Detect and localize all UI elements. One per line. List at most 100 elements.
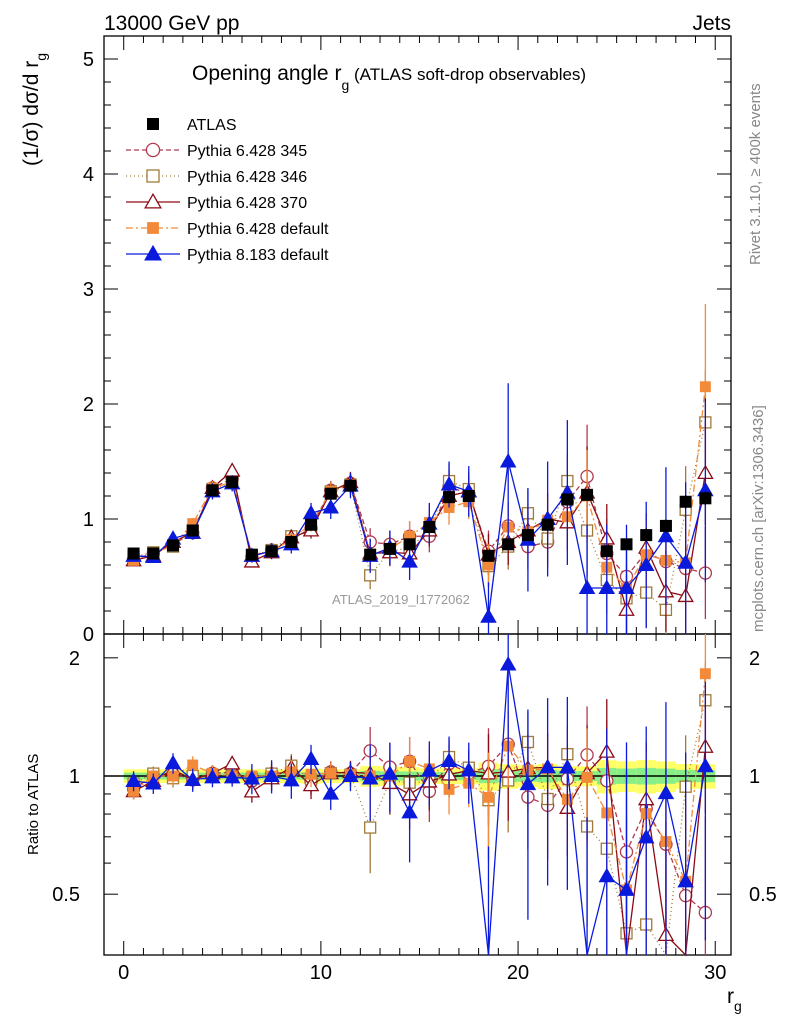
x-axis-label: rg	[727, 985, 742, 1014]
ratio-series-line	[133, 700, 707, 957]
ratio-point	[677, 872, 694, 888]
legend-marker	[144, 244, 162, 261]
data-point	[600, 545, 613, 558]
data-point	[541, 518, 554, 531]
ratio-series-line	[133, 742, 706, 913]
series-point	[223, 462, 241, 477]
ratio-point	[243, 770, 261, 785]
series-point	[440, 476, 458, 491]
data-point	[167, 539, 180, 552]
data-point	[443, 491, 456, 504]
ratio-point	[184, 771, 201, 786]
data-point	[462, 490, 475, 502]
ratio-point	[697, 757, 714, 773]
ratio-point	[364, 821, 377, 834]
ratio-point	[559, 759, 576, 774]
legend-label: Pythia 6.428 345	[187, 143, 307, 160]
header-right: Jets	[692, 12, 731, 35]
ratio-series-1	[127, 662, 712, 957]
ratio-y-tick-label: 2	[69, 648, 80, 670]
series-line	[133, 475, 706, 578]
rivet-label: Rivet 3.1.10, ≥ 400k events	[747, 83, 764, 265]
series-point	[322, 499, 340, 514]
ratio-point	[598, 867, 616, 883]
atlas-data	[127, 476, 712, 562]
y-tick-label: 5	[83, 49, 94, 71]
series-point	[637, 556, 655, 572]
y-axis-label-main: (1/σ) dσ/d r	[20, 61, 43, 166]
y-tick-label: 0	[83, 624, 94, 646]
data-point	[581, 488, 594, 501]
x-tick-label: 20	[507, 962, 529, 984]
ratio-point	[325, 767, 337, 779]
ratio-point	[519, 775, 537, 791]
plot-title: Opening angle rg (ATLAS soft-drop observ…	[192, 62, 586, 93]
ratio-series-line	[133, 664, 707, 956]
legend-marker	[147, 118, 159, 130]
data-point	[423, 521, 436, 534]
x-axis-label-main: r	[727, 985, 734, 1008]
data-point	[561, 493, 574, 506]
ratio-panel-frame	[103, 633, 732, 956]
ratio-y-tick-label: 0.5	[52, 884, 80, 906]
ratio-point	[440, 752, 458, 767]
series-point	[302, 504, 320, 520]
ratio-point	[381, 765, 399, 780]
data-point	[226, 476, 239, 489]
ratio-point	[263, 767, 280, 783]
data-point	[206, 484, 219, 497]
legend-entry: Pythia 6.428 346	[126, 169, 307, 186]
axis-ticks: 0 10 20 30 0 1 2 3 4 5 0.5 0.5 1 1 2 2	[52, 36, 777, 984]
ratio-series-4	[125, 634, 714, 956]
ratio-point	[223, 768, 241, 784]
series-point	[618, 579, 635, 595]
series-point	[499, 453, 517, 468]
ratio-series-0	[126, 706, 713, 955]
data-point	[127, 547, 140, 560]
header-left: 13000 GeV pp	[104, 12, 239, 35]
y-tick-label: 2	[83, 394, 94, 416]
data-point	[305, 518, 318, 531]
x-tick-label: 30	[704, 962, 726, 984]
x-tick-label: 0	[118, 962, 129, 984]
legend-entry: Pythia 6.428 345	[126, 142, 307, 160]
legend-marker	[146, 169, 160, 183]
data-point	[383, 542, 396, 555]
series-point	[401, 553, 418, 568]
x-axis-label-sub: g	[734, 998, 742, 1014]
y-axis-label: (1/σ) dσ/d rg	[20, 53, 49, 166]
data-point	[521, 529, 534, 542]
ratio-point	[164, 754, 182, 770]
legend: ATLAS Pythia 6.428 345 Pythia 6.428 346 Pyt…	[126, 117, 329, 264]
ratio-point	[699, 668, 711, 680]
ratio-point	[204, 768, 221, 784]
ratio-point	[460, 761, 478, 777]
ratio-point	[223, 755, 241, 770]
main-plot-area	[125, 303, 714, 634]
legend-entry: Pythia 6.428 370	[126, 192, 307, 212]
ratio-point	[342, 767, 359, 783]
ratio-point	[499, 656, 517, 671]
data-point	[147, 547, 160, 560]
legend-marker	[145, 142, 161, 158]
series-line	[133, 386, 707, 590]
plot-title-rest: (ATLAS soft-drop observables)	[349, 65, 586, 84]
data-point	[344, 479, 357, 492]
ratio-point	[539, 758, 556, 774]
legend-entry: ATLAS	[147, 117, 237, 134]
data-point	[285, 536, 298, 548]
ratio-point	[421, 762, 438, 777]
data-point	[640, 529, 653, 542]
mcplots-label: mcplots.cern.ch [arXiv:1306.3436]	[750, 405, 767, 632]
data-point	[620, 538, 633, 551]
legend-marker	[144, 192, 162, 209]
ratio-point	[145, 775, 162, 790]
legend-label: Pythia 6.428 default	[187, 221, 329, 238]
ratio-series-3	[128, 634, 711, 955]
data-point	[265, 545, 278, 558]
legend-marker	[147, 222, 159, 234]
ratio-plot-area	[125, 634, 714, 957]
series-point	[578, 579, 596, 595]
legend-entry: Pythia 6.428 default	[126, 221, 329, 238]
